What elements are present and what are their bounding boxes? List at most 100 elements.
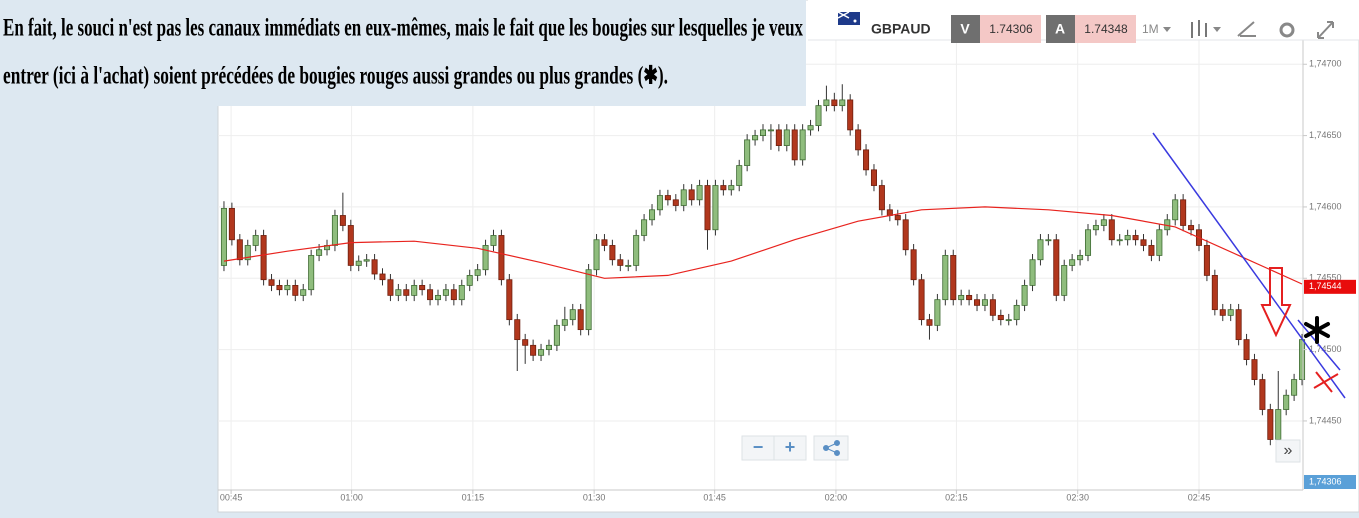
price-tag (1304, 475, 1356, 489)
candle-body (458, 285, 465, 301)
candle-body (545, 344, 552, 351)
ask-label: A (1055, 21, 1065, 37)
candle-body (815, 105, 822, 127)
x-tick-label: 02:15 (945, 492, 968, 502)
candle-body (450, 289, 457, 301)
ask-tag[interactable] (1046, 15, 1075, 43)
share-icon (823, 440, 840, 456)
draw-icon[interactable] (1237, 21, 1256, 37)
candle-body (308, 255, 315, 291)
candle-body (1132, 235, 1139, 241)
toolbar: GBPAUD V 1.74306 A 1.74348 1M (808, 0, 1359, 43)
candle-body (870, 169, 877, 186)
candle-body (894, 215, 901, 221)
timeframe[interactable]: 1M (1142, 22, 1159, 36)
chart-type-icon[interactable] (1191, 20, 1207, 38)
symbol: GBPAUD (871, 21, 931, 37)
x-tick-label: 01:30 (583, 492, 606, 502)
x-tick-label: 01:15 (462, 492, 485, 502)
candle-body (926, 319, 933, 326)
candle-body (847, 99, 854, 131)
candle-body (823, 99, 830, 107)
candle-body (736, 165, 743, 186)
candle-body (252, 235, 259, 246)
candle-body (331, 215, 338, 246)
candle-body (561, 319, 568, 326)
candle-body (633, 235, 640, 266)
candle-body (411, 285, 418, 296)
candle-body (997, 314, 1004, 321)
candle-body (759, 129, 767, 136)
candle-body (989, 299, 996, 316)
candle-body (974, 299, 981, 306)
candle-body (617, 259, 624, 266)
candle-body (553, 324, 560, 346)
note-line: entrer (ici à l'achat) soient précédées … (3, 63, 668, 90)
candle-body (434, 294, 442, 301)
candle-body (1251, 359, 1258, 380)
candle-body (300, 289, 307, 296)
ask-price: 1.74348 (1084, 22, 1128, 36)
x-tick-label: 01:00 (340, 492, 363, 502)
candle-body (363, 259, 370, 262)
candle-body (1156, 229, 1163, 256)
candle-body (236, 239, 243, 261)
candle-body (966, 294, 973, 301)
candle-body (664, 195, 671, 201)
share-button[interactable] (813, 435, 849, 461)
bid-tag[interactable] (951, 15, 980, 43)
candle-body (728, 185, 735, 191)
zoom-controls: − + » (741, 435, 1301, 463)
axes: 1,74500 1,74550 1,74600 1,74650 1,74700 1,744… (220, 59, 1356, 502)
expand-icon[interactable] (1317, 21, 1334, 39)
scroll-button[interactable] (1275, 439, 1301, 463)
candle-body (379, 273, 386, 281)
dropdown-caret (1163, 27, 1171, 32)
candle-body (609, 245, 616, 261)
candle-body (1053, 239, 1060, 296)
candle-body (569, 309, 576, 321)
candle-body (1267, 409, 1274, 440)
candle-body (688, 189, 695, 201)
candle-body (1100, 219, 1107, 226)
bid-label: V (960, 21, 970, 37)
candle-body (625, 265, 632, 267)
x-tick-label: 02:45 (1188, 492, 1211, 502)
candle-body (680, 189, 687, 206)
candle-body (672, 199, 679, 206)
candle-body (958, 294, 965, 301)
price-tag (1304, 279, 1356, 294)
candle-body (1005, 319, 1012, 322)
candle-body (1061, 265, 1068, 296)
zoom-out-label: − (753, 437, 764, 457)
settings-icon[interactable] (1279, 22, 1295, 38)
candle-body (855, 129, 862, 151)
candle-body (228, 207, 235, 241)
candle-body (839, 99, 846, 107)
candle-body (1148, 245, 1155, 256)
candle-body (807, 125, 814, 131)
candle-body (220, 207, 227, 266)
candle-body (720, 185, 727, 191)
trend-line (1297, 319, 1341, 371)
candle-body (1069, 259, 1076, 266)
note-line: En fait, le souci n'est pas les canaux i… (3, 15, 803, 42)
price-tag-label: 1,74306 (1309, 476, 1342, 486)
y-tick-label: 1,74650 (1309, 130, 1342, 140)
y-tick-label: 1,74550 (1309, 273, 1342, 283)
candle-body (704, 185, 711, 231)
candle-body (696, 185, 703, 201)
y-tick-label: 1,74450 (1309, 415, 1342, 425)
trend-line (1152, 132, 1346, 399)
candle-body (752, 135, 759, 141)
bid-box[interactable] (980, 15, 1041, 43)
zoom-in-button[interactable] (773, 435, 807, 461)
candle-body (355, 260, 362, 266)
candle-body (268, 279, 275, 286)
asterisk (1304, 316, 1330, 344)
candle-body (1172, 199, 1179, 221)
candle-body (585, 269, 592, 331)
ask-box[interactable] (1075, 15, 1136, 43)
price-tag-label: 1,74544 (1309, 281, 1342, 291)
